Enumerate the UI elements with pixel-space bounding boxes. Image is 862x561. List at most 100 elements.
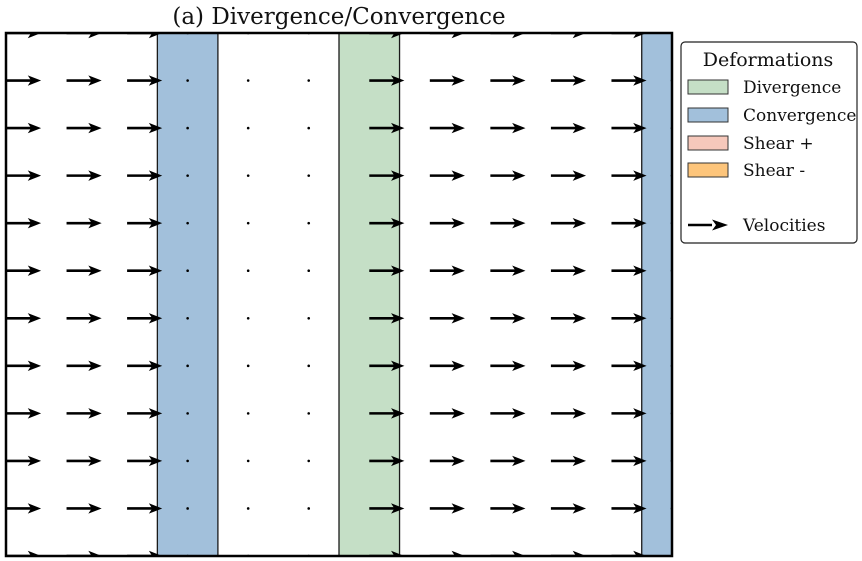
velocity-arrow: [6, 217, 42, 229]
velocity-arrow: [429, 360, 465, 372]
velocity-arrow: [6, 122, 42, 134]
velocity-arrow: [127, 217, 163, 229]
legend-title: Deformations: [703, 49, 834, 71]
velocity-zero-point: [186, 221, 189, 225]
velocity-arrow: [66, 217, 102, 229]
velocity-arrow: [127, 455, 163, 467]
velocity-arrow: [369, 455, 405, 467]
velocity-arrow: [66, 455, 102, 467]
velocity-arrow: [6, 265, 42, 276]
velocity-arrow: [550, 503, 587, 514]
velocity-zero-point: [307, 269, 311, 273]
velocity-arrow: [369, 75, 405, 86]
velocity-arrow: [490, 455, 526, 467]
legend-swatch: [687, 107, 729, 123]
velocity-arrow: [550, 455, 587, 467]
velocity-arrow: [66, 503, 102, 514]
velocity-arrow: [127, 170, 163, 181]
velocity-arrow: [66, 122, 102, 134]
plot-area: [4, 31, 674, 558]
velocity-arrow: [6, 408, 42, 419]
velocity-arrow: [611, 455, 647, 467]
velocity-arrow: [611, 217, 647, 229]
regions-layer: [156, 33, 672, 556]
convergence-region: [641, 33, 672, 556]
velocity-arrow: [127, 33, 163, 39]
legend-label: Shear +: [743, 134, 814, 154]
legend-entry-velocities: Velocities: [688, 216, 825, 236]
velocity-arrow: [127, 75, 163, 86]
velocity-arrow: [490, 550, 526, 556]
velocity-zero-point: [307, 507, 311, 510]
velocity-arrow: [127, 122, 163, 134]
velocity-zero-point: [246, 221, 250, 225]
velocity-arrow: [429, 265, 465, 276]
velocity-arrow: [611, 313, 647, 324]
velocity-arrow: [369, 360, 405, 372]
velocity-arrow: [429, 33, 465, 39]
velocity-arrow: [66, 265, 102, 276]
legend-label: Velocities: [742, 216, 825, 236]
velocity-arrow: [369, 33, 405, 39]
velocity-arrow: [66, 360, 102, 372]
velocity-arrow: [550, 217, 587, 229]
velocity-arrow: [490, 217, 526, 229]
legend-entries: Divergence Convergence Shear + Shear - Veloc…: [687, 78, 856, 236]
velocity-arrow: [369, 503, 405, 514]
velocity-arrow: [490, 360, 526, 372]
velocity-arrow: [490, 170, 526, 181]
velocity-arrow: [127, 313, 163, 324]
velocity-arrow: [611, 408, 647, 419]
velocity-zero-point: [186, 364, 189, 368]
velocity-field-layer: [6, 33, 672, 556]
convergence-region: [156, 33, 219, 556]
velocity-zero-point: [246, 412, 250, 415]
legend-entry-shear: Shear -: [687, 161, 805, 181]
velocity-zero-point: [307, 221, 311, 225]
velocity-zero-point: [307, 79, 311, 82]
velocity-arrow: [66, 33, 102, 39]
velocity-arrow: [429, 170, 465, 181]
legend-entry-convergence: Convergence: [687, 106, 856, 126]
legend-swatch: [687, 135, 729, 151]
velocity-arrow: [550, 170, 587, 181]
velocity-arrow: [369, 122, 405, 134]
velocity-arrow: [611, 550, 647, 556]
velocity-arrow: [550, 408, 587, 419]
velocity-arrow: [490, 503, 526, 514]
velocity-arrow: [429, 313, 465, 324]
velocity-zero-point: [307, 126, 311, 130]
velocity-arrow: [369, 550, 405, 556]
velocity-arrow: [66, 408, 102, 419]
velocity-arrow: [490, 75, 526, 86]
velocity-arrow: [550, 33, 587, 39]
velocity-zero-point: [246, 507, 250, 510]
velocity-arrow: [611, 360, 647, 372]
velocity-arrow: [369, 408, 405, 419]
velocity-arrow: [6, 503, 42, 514]
velocity-arrow: [429, 550, 465, 556]
velocity-zero-point: [307, 316, 311, 320]
velocity-arrow: [550, 313, 587, 324]
velocity-arrow: [6, 75, 42, 86]
chart-title: (a) Divergence/Convergence: [172, 4, 505, 30]
velocity-arrow: [611, 503, 647, 514]
legend: Deformations Divergence Convergence Shear …: [680, 41, 858, 244]
velocity-arrow: [611, 170, 647, 181]
velocity-zero-point: [246, 79, 250, 82]
velocity-arrow: [429, 455, 465, 467]
legend-label: Divergence: [743, 78, 841, 98]
velocity-zero-point: [246, 316, 250, 320]
velocity-arrow: [611, 75, 647, 86]
velocity-arrow: [611, 265, 647, 276]
velocity-arrow: [429, 408, 465, 419]
velocity-zero-point: [186, 174, 189, 177]
velocity-arrow: [490, 313, 526, 324]
velocity-arrow: [127, 408, 163, 419]
velocity-arrow: [429, 503, 465, 514]
plot-frame: [4, 31, 674, 558]
velocity-zero-point: [246, 459, 250, 463]
velocity-arrow: [429, 217, 465, 229]
velocity-zero-point: [186, 507, 189, 510]
velocity-arrow: [66, 75, 102, 86]
